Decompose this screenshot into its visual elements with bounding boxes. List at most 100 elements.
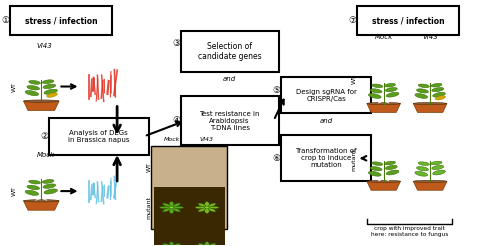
Ellipse shape [386, 170, 399, 175]
Ellipse shape [27, 185, 40, 190]
Text: Transformation of
crop to induce
mutation: Transformation of crop to induce mutatio… [296, 148, 357, 168]
Ellipse shape [27, 86, 40, 90]
Ellipse shape [43, 184, 56, 188]
Text: stress / infection: stress / infection [24, 16, 97, 25]
Text: Analysis of DEGs
in Brassica napus: Analysis of DEGs in Brassica napus [68, 130, 130, 143]
Ellipse shape [42, 80, 54, 84]
FancyBboxPatch shape [180, 96, 278, 145]
FancyBboxPatch shape [281, 77, 372, 113]
Text: and: and [320, 118, 333, 123]
Text: ④: ④ [172, 116, 180, 125]
Ellipse shape [170, 209, 174, 214]
Ellipse shape [432, 170, 446, 175]
Ellipse shape [25, 190, 38, 195]
FancyBboxPatch shape [48, 118, 149, 155]
Ellipse shape [367, 180, 400, 183]
Ellipse shape [163, 203, 170, 207]
Ellipse shape [170, 242, 174, 246]
Ellipse shape [386, 165, 398, 169]
Ellipse shape [160, 206, 170, 209]
Text: Vl43: Vl43 [36, 43, 52, 49]
Ellipse shape [174, 206, 184, 209]
Text: WT: WT [12, 81, 17, 92]
Ellipse shape [372, 162, 383, 166]
Polygon shape [367, 104, 400, 112]
Ellipse shape [386, 92, 399, 97]
Polygon shape [414, 181, 447, 190]
Ellipse shape [170, 201, 174, 207]
Circle shape [205, 207, 209, 209]
Text: Mock: Mock [36, 152, 54, 158]
FancyBboxPatch shape [180, 31, 278, 72]
Text: WT: WT [352, 74, 357, 84]
Ellipse shape [205, 209, 209, 214]
Text: WT: WT [146, 162, 152, 172]
Ellipse shape [198, 208, 206, 212]
Ellipse shape [198, 203, 206, 207]
Ellipse shape [414, 180, 447, 183]
Ellipse shape [432, 92, 446, 97]
Text: ⑦: ⑦ [348, 16, 357, 25]
Ellipse shape [414, 102, 447, 105]
Ellipse shape [367, 102, 400, 105]
Polygon shape [414, 104, 447, 112]
Ellipse shape [163, 243, 170, 246]
Text: Vl43: Vl43 [422, 34, 438, 40]
Polygon shape [24, 101, 59, 110]
Ellipse shape [208, 203, 216, 207]
Text: Selection of
candidate genes: Selection of candidate genes [198, 42, 262, 61]
FancyBboxPatch shape [152, 146, 227, 229]
Ellipse shape [370, 89, 382, 93]
Ellipse shape [46, 93, 58, 97]
Ellipse shape [370, 167, 382, 171]
Ellipse shape [431, 83, 442, 87]
Ellipse shape [25, 91, 38, 96]
FancyBboxPatch shape [281, 135, 372, 181]
Ellipse shape [198, 243, 206, 246]
Ellipse shape [29, 80, 40, 84]
Ellipse shape [415, 171, 428, 176]
Ellipse shape [24, 200, 59, 202]
Ellipse shape [415, 93, 428, 98]
Polygon shape [24, 201, 59, 210]
Ellipse shape [384, 83, 396, 87]
Ellipse shape [431, 161, 442, 165]
Ellipse shape [195, 206, 205, 209]
Text: mutant: mutant [352, 148, 357, 171]
Text: Mock: Mock [164, 138, 180, 142]
Ellipse shape [205, 201, 209, 207]
Ellipse shape [172, 243, 180, 246]
Ellipse shape [172, 208, 180, 212]
Ellipse shape [24, 100, 59, 102]
Text: mutant: mutant [146, 196, 152, 219]
FancyBboxPatch shape [357, 6, 460, 35]
Ellipse shape [418, 162, 430, 166]
Text: ③: ③ [172, 39, 180, 48]
FancyBboxPatch shape [190, 187, 224, 228]
FancyBboxPatch shape [10, 6, 112, 35]
Ellipse shape [416, 167, 428, 171]
FancyBboxPatch shape [190, 228, 224, 246]
Ellipse shape [416, 89, 428, 93]
Ellipse shape [208, 208, 216, 212]
Text: Test resistance in
Arabidopsis
T-DNA lines: Test resistance in Arabidopsis T-DNA lin… [200, 110, 260, 131]
Text: ①: ① [2, 16, 10, 25]
Ellipse shape [172, 203, 180, 207]
Text: Design sgRNA for
CRISPR/Cas: Design sgRNA for CRISPR/Cas [296, 89, 356, 102]
Ellipse shape [384, 161, 396, 165]
Text: ⑤: ⑤ [272, 86, 280, 95]
Ellipse shape [418, 84, 430, 88]
Ellipse shape [386, 88, 398, 92]
Text: Vl43: Vl43 [200, 138, 214, 142]
Text: Mock: Mock [374, 34, 392, 40]
Ellipse shape [368, 93, 381, 98]
Text: crop with improved trait
here: resistance to fungus: crop with improved trait here: resistanc… [370, 226, 448, 237]
FancyBboxPatch shape [154, 187, 190, 228]
Ellipse shape [208, 243, 216, 246]
Ellipse shape [432, 165, 444, 169]
Ellipse shape [209, 206, 219, 209]
Ellipse shape [436, 96, 446, 100]
Ellipse shape [44, 189, 58, 194]
Ellipse shape [372, 84, 383, 88]
Circle shape [170, 207, 173, 209]
